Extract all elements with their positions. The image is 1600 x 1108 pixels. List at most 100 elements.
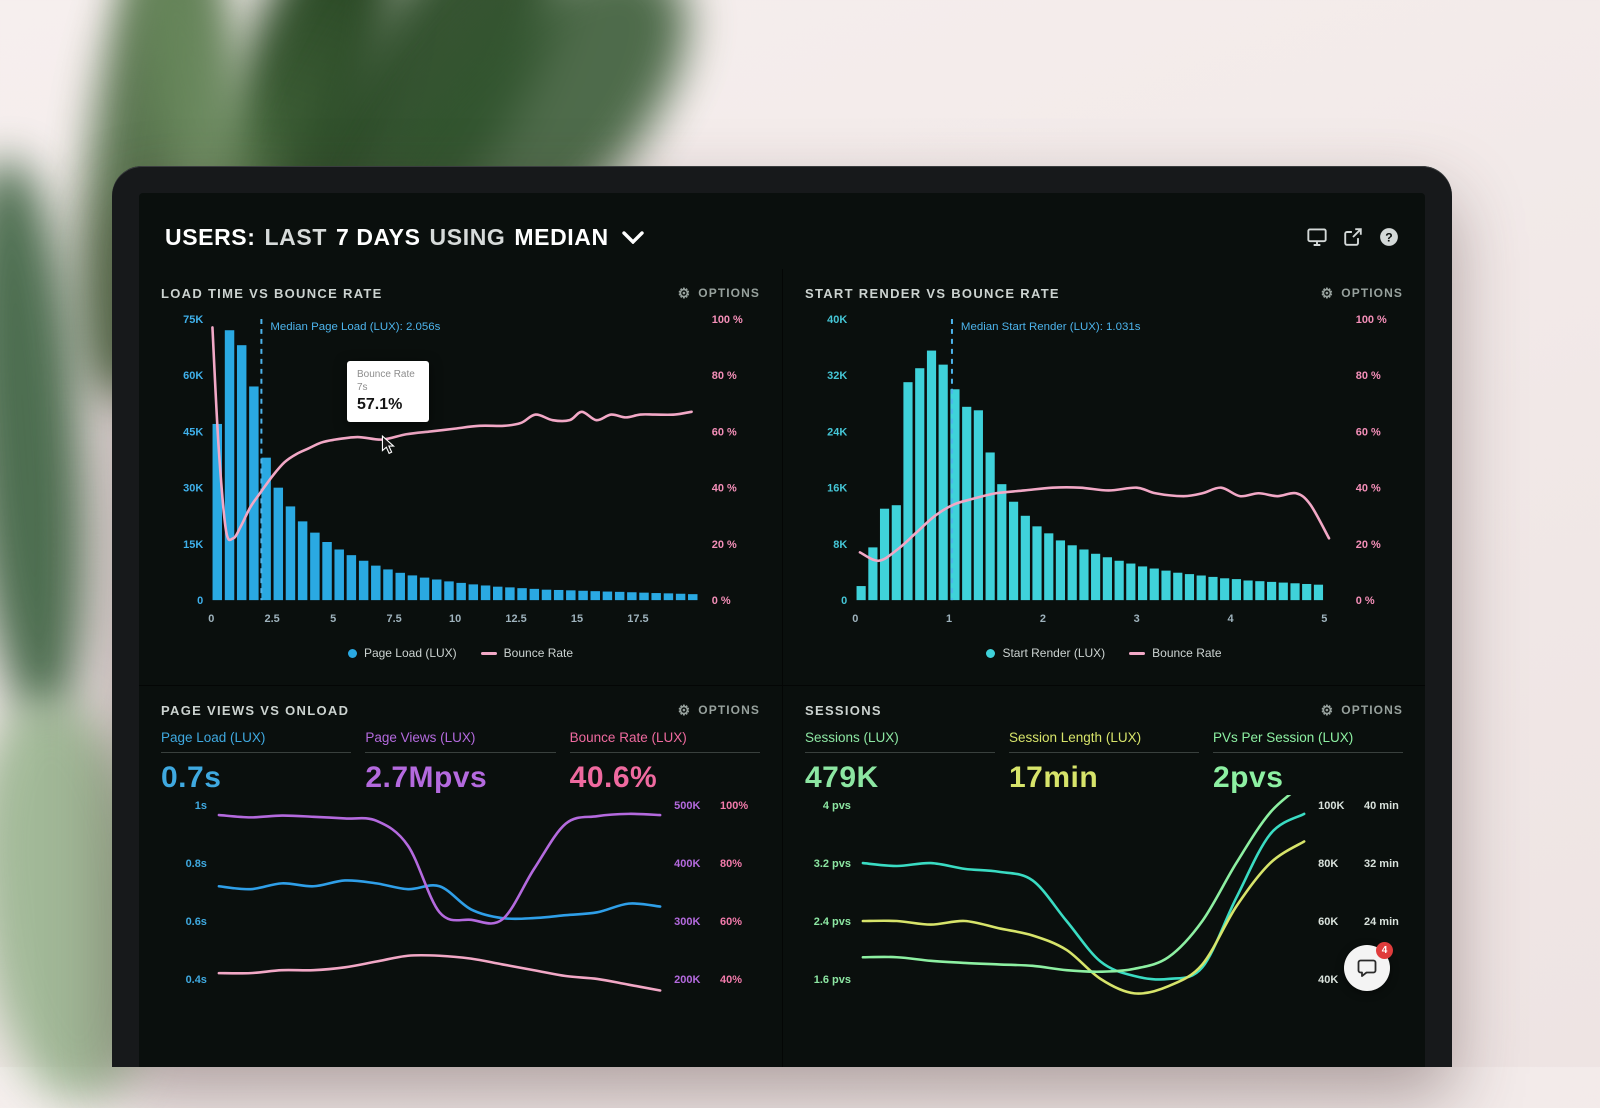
page-title-segment: USING [429,223,506,250]
svg-text:3: 3 [1134,613,1140,625]
panel-title: SESSIONS [805,702,882,718]
svg-text:200K: 200K [674,974,700,986]
svg-text:2.5: 2.5 [265,613,280,625]
svg-text:?: ? [1385,230,1392,244]
svg-text:1: 1 [946,613,952,625]
svg-text:40 %: 40 % [1356,483,1381,495]
users-range-dropdown[interactable]: USERS: LAST 7 DAYS USING MEDIAN [165,224,644,251]
mouse-cursor-icon [381,435,395,455]
svg-text:2: 2 [1040,613,1046,625]
svg-text:0.6s: 0.6s [186,916,207,928]
svg-text:32K: 32K [827,370,847,382]
share-icon[interactable] [1343,227,1363,247]
chart-legend: Start Render (LUX) Bounce Rate [805,646,1403,660]
metric-page-views: Page Views (LUX) 2.7Mpvs [365,730,556,795]
svg-text:60 %: 60 % [1356,426,1381,438]
tooltip-value: 57.1% [357,396,403,413]
header-icons: ? [1307,227,1399,247]
svg-text:16K: 16K [827,483,847,495]
gear-icon: ⚙ [677,285,692,301]
panel-title: LOAD TIME VS BOUNCE RATE [161,285,383,301]
tooltip-series: Bounce Rate [357,369,415,380]
metric-sessions: Sessions (LUX) 479K [805,730,995,795]
options-button[interactable]: ⚙ OPTIONS [1320,285,1403,301]
legend-item[interactable]: Start Render (LUX) [986,646,1105,660]
svg-text:100K: 100K [1318,800,1344,812]
panel-sessions: SESSIONS ⚙ OPTIONS Sessions (LUX) 479K S… [782,685,1425,1067]
chart-tooltip: Bounce Rate 7s 57.1% [347,361,429,455]
svg-text:40%: 40% [720,974,742,986]
svg-text:8K: 8K [833,539,847,551]
legend-item[interactable]: Bounce Rate [480,646,573,660]
panel-title: START RENDER VS BOUNCE RATE [805,285,1060,301]
chat-unread-badge: 4 [1376,942,1393,959]
svg-text:100 %: 100 % [1356,314,1387,326]
svg-text:80 %: 80 % [712,370,737,382]
help-icon[interactable]: ? [1379,227,1399,247]
options-button[interactable]: ⚙ OPTIONS [677,702,760,718]
svg-text:0: 0 [208,613,214,625]
legend-item[interactable]: Page Load (LUX) [347,646,457,660]
svg-text:15: 15 [571,613,583,625]
svg-text:30K: 30K [183,483,203,495]
legend-line [480,651,497,655]
legend-line [1129,651,1146,655]
metrics-row: Sessions (LUX) 479K Session Length (LUX)… [805,730,1403,795]
svg-text:60 %: 60 % [712,426,737,438]
page-title-segment: MEDIAN [514,223,609,250]
laptop: USERS: LAST 7 DAYS USING MEDIAN ? [112,166,1452,1067]
panels-grid: LOAD TIME VS BOUNCE RATE ⚙ OPTIONS 75K 60… [139,269,1425,1067]
dashboard-screen: USERS: LAST 7 DAYS USING MEDIAN ? [139,193,1425,1067]
svg-text:0.8s: 0.8s [186,858,207,870]
svg-text:300K: 300K [674,916,700,928]
metric-session-length: Session Length (LUX) 17min [1009,730,1199,795]
svg-text:40K: 40K [827,314,847,326]
svg-text:60K: 60K [183,370,203,382]
metric-page-load: Page Load (LUX) 0.7s [161,730,352,795]
panel-start-render: START RENDER VS BOUNCE RATE ⚙ OPTIONS 40… [782,269,1425,685]
svg-text:4: 4 [1227,613,1234,625]
svg-text:0 %: 0 % [1356,595,1375,607]
gear-icon: ⚙ [1320,285,1335,301]
page-views-chart[interactable]: 1s 0.8s 0.6s 0.4s 500K 100% 400K 80% 300K 60% 200K… [161,795,760,1045]
chat-bubble-icon [1356,957,1378,979]
svg-text:80K: 80K [1318,858,1338,870]
legend-item[interactable]: Bounce Rate [1129,646,1222,660]
page-title-segment: USERS: [165,223,256,250]
svg-text:3.2 pvs: 3.2 pvs [814,858,851,870]
svg-text:100 %: 100 % [712,314,743,326]
svg-text:4 pvs: 4 pvs [823,800,851,812]
metric-bounce-rate: Bounce Rate (LUX) 40.6% [569,730,760,795]
panel-title: PAGE VIEWS VS ONLOAD [161,702,350,718]
chevron-down-icon [622,230,644,244]
gear-icon: ⚙ [1320,702,1335,718]
panel-page-views: PAGE VIEWS VS ONLOAD ⚙ OPTIONS Page Load… [139,685,782,1067]
start-render-chart[interactable]: 40K 32K 24K 16K 8K 0 100 % 80 % 60 % 40 % 20 % 0 % 0… [805,309,1403,644]
svg-text:0: 0 [841,595,847,607]
svg-text:20 %: 20 % [1356,539,1381,551]
legend-dot [347,648,357,658]
svg-text:500K: 500K [674,800,700,812]
options-button[interactable]: ⚙ OPTIONS [677,285,760,301]
chat-widget-button[interactable]: 4 [1344,942,1393,991]
svg-text:2.4 pvs: 2.4 pvs [814,916,851,928]
svg-text:Median Page Load (LUX): 2.056s: Median Page Load (LUX): 2.056s [270,321,440,333]
sessions-chart[interactable]: 4 pvs 3.2 pvs 2.4 pvs 1.6 pvs 100K 40 min 80K 3… [805,795,1403,1045]
svg-text:Median Start Render (LUX): 1.0: Median Start Render (LUX): 1.031s [961,321,1141,333]
panel-load-time: LOAD TIME VS BOUNCE RATE ⚙ OPTIONS 75K 60… [139,269,782,685]
svg-text:12.5: 12.5 [505,613,526,625]
svg-text:10: 10 [449,613,461,625]
load-time-chart[interactable]: 75K 60K 45K 30K 15K 0 100 % 80 % 60 % 40 % 20 % 0 %… [161,309,760,644]
svg-text:5: 5 [330,613,336,625]
svg-text:5: 5 [1321,613,1327,625]
legend-dot [986,648,996,658]
svg-text:75K: 75K [183,314,203,326]
svg-text:400K: 400K [674,858,700,870]
svg-text:15K: 15K [183,539,203,551]
display-icon[interactable] [1307,227,1327,247]
svg-text:0 %: 0 % [712,595,731,607]
options-button[interactable]: ⚙ OPTIONS [1320,702,1403,718]
dashboard-header: USERS: LAST 7 DAYS USING MEDIAN ? [139,193,1425,269]
svg-text:1.6 pvs: 1.6 pvs [814,974,851,986]
metric-pvs-per-session: PVs Per Session (LUX) 2pvs [1213,730,1403,795]
